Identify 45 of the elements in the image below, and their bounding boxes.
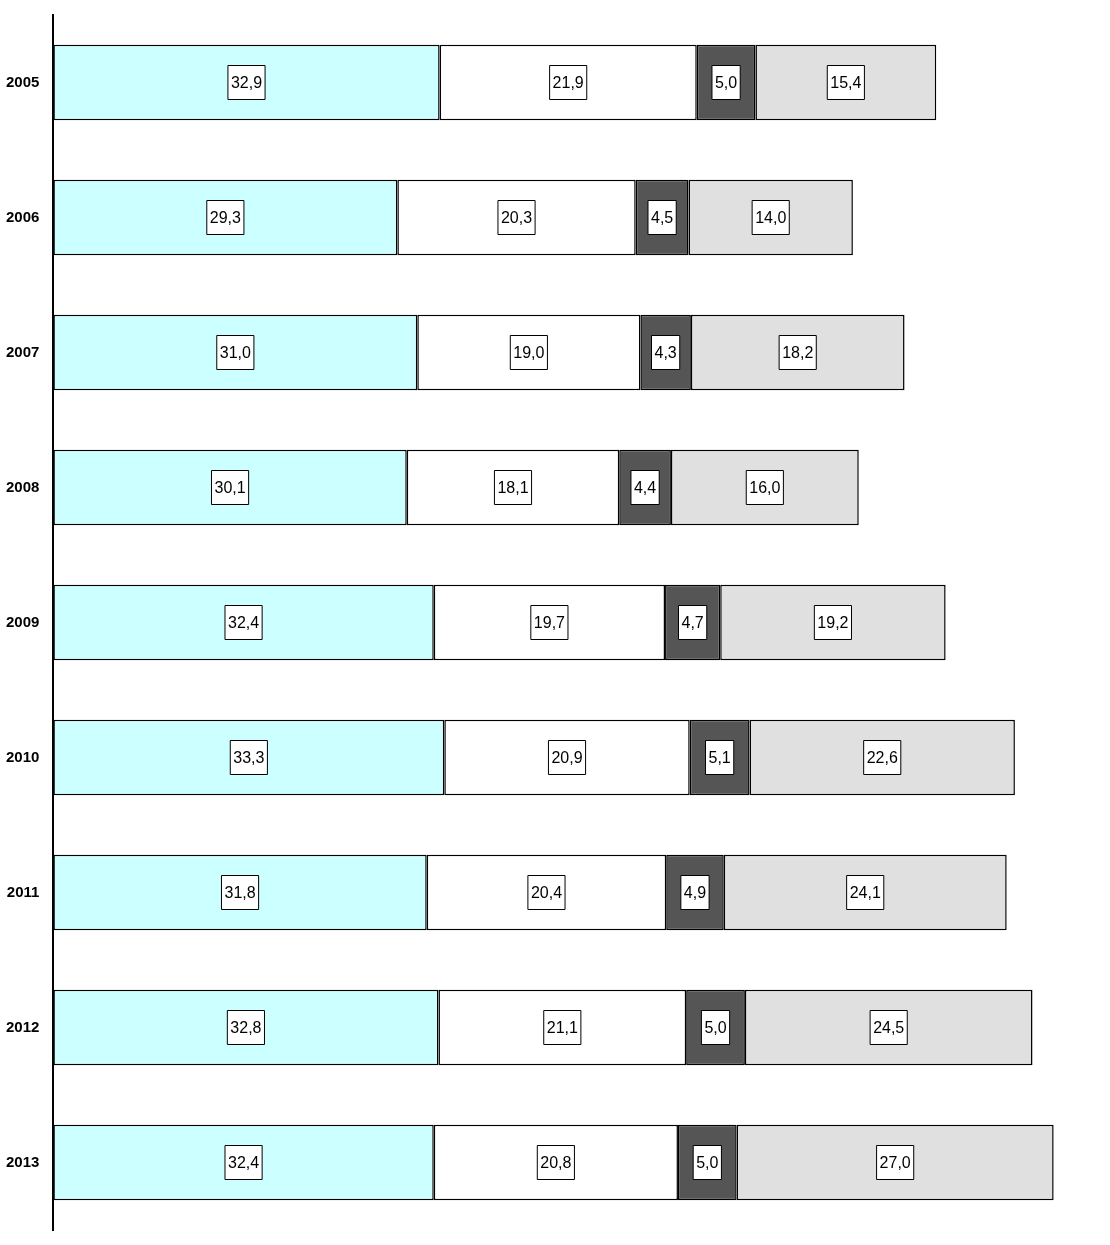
- y-tick-label: 2012: [5, 1017, 40, 1035]
- data-label: 19,0: [513, 343, 545, 361]
- data-label: 31,8: [224, 883, 256, 901]
- data-label: 4,4: [633, 478, 657, 496]
- data-label: 22,6: [866, 748, 898, 766]
- data-label: 4,3: [654, 343, 677, 361]
- data-label: 5,0: [704, 1018, 727, 1036]
- y-tick-label: 2013: [5, 1152, 40, 1170]
- data-label: 27,0: [879, 1153, 911, 1171]
- data-label: 5,0: [714, 73, 738, 91]
- y-tick-label: 2008: [5, 477, 40, 495]
- data-label: 20,8: [540, 1153, 572, 1171]
- data-label: 24,5: [873, 1018, 905, 1036]
- y-tick-label: 2009: [5, 612, 40, 630]
- data-label: 20,4: [530, 883, 563, 901]
- data-label: 20,3: [500, 208, 533, 226]
- data-label: 29,3: [209, 208, 242, 226]
- data-label: 32,9: [230, 73, 263, 91]
- data-label: 16,0: [749, 478, 781, 496]
- data-label: 4,5: [650, 208, 674, 226]
- data-label: 14,0: [755, 208, 787, 226]
- data-label: 18,2: [782, 343, 814, 361]
- data-label: 15,4: [830, 73, 862, 91]
- data-label: 4,9: [683, 883, 707, 901]
- data-label: 20,9: [551, 748, 583, 766]
- data-label: 5,0: [696, 1153, 719, 1171]
- data-label: 32,8: [230, 1018, 262, 1036]
- data-label: 19,7: [533, 613, 566, 631]
- y-tick-label: 2010: [5, 747, 40, 765]
- y-tick-label: 2007: [5, 342, 40, 360]
- data-label: 31,0: [219, 343, 252, 361]
- data-label: 18,1: [497, 478, 529, 496]
- y-tick-label: 2005: [5, 72, 40, 90]
- data-label: 32,4: [227, 613, 260, 631]
- data-label: 21,9: [552, 73, 584, 91]
- data-label: 5,1: [708, 748, 731, 766]
- data-label: 19,2: [817, 613, 849, 631]
- data-label: 32,4: [227, 1153, 260, 1171]
- y-tick-label: 2011: [6, 882, 40, 900]
- data-label: 33,3: [233, 748, 265, 766]
- data-label: 24,1: [849, 883, 881, 901]
- y-tick-label: 2006: [5, 207, 40, 225]
- data-label: 4,7: [681, 613, 704, 631]
- data-label: 30,1: [214, 478, 246, 496]
- data-label: 21,1: [546, 1018, 578, 1036]
